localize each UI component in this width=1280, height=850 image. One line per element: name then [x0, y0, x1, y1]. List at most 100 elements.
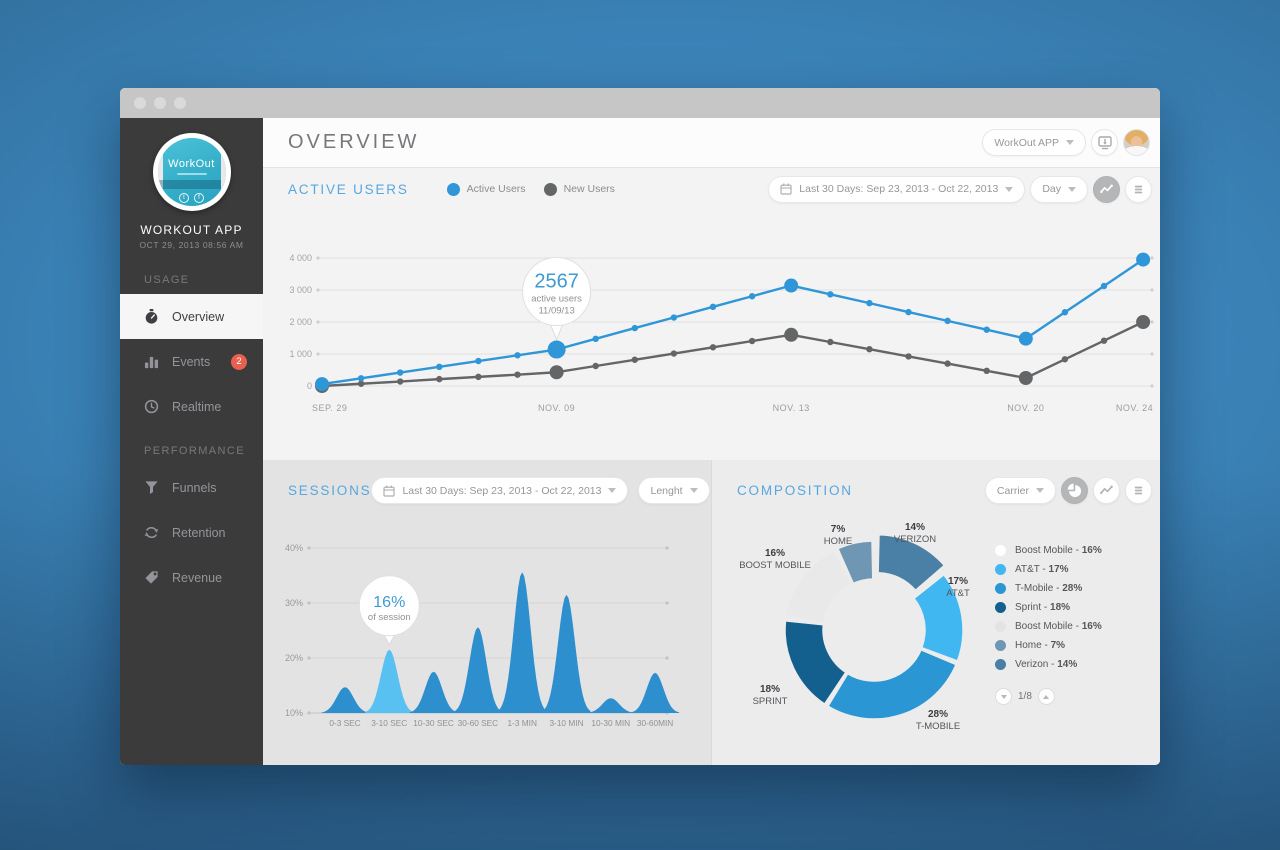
- app-selector-dropdown[interactable]: WorkOut APP: [982, 129, 1086, 156]
- composition-donut-chart[interactable]: 14%VERIZON 17%AT&T 28%T-MOBILE 18%SPRINT 16%…: [712, 506, 1160, 764]
- sidebar-item-retention[interactable]: Retention: [120, 510, 263, 555]
- legend-label: Verizon - 14%: [1015, 659, 1078, 670]
- app-selector-label: WorkOut APP: [994, 136, 1059, 149]
- svg-text:14%: 14%: [905, 522, 925, 533]
- svg-text:30-60MIN: 30-60MIN: [637, 718, 673, 728]
- sessions-filter-label: Lenght: [650, 484, 683, 497]
- svg-text:SEP. 29: SEP. 29: [312, 403, 347, 413]
- app-logo-screenshot: WorkOut t f: [157, 138, 226, 206]
- sessions-date-range-dropdown[interactable]: Last 30 Days: Sep 23, 2013 - Oct 22, 201…: [371, 477, 629, 504]
- svg-text:2567: 2567: [534, 271, 579, 293]
- svg-text:VERIZON: VERIZON: [894, 534, 936, 545]
- pager-label: 1/8: [1018, 691, 1032, 702]
- svg-text:3 000: 3 000: [289, 285, 312, 295]
- svg-text:40%: 40%: [285, 543, 303, 553]
- sessions-chart[interactable]: 10% 20% 30% 40% 0-3 SEC 3-10 SEC 10-30 SEC 30-6…: [263, 528, 712, 738]
- composition-legend-item[interactable]: Sprint - 18%: [995, 598, 1102, 617]
- events-badge: 2: [231, 353, 247, 370]
- app-profile: WorkOut t f WORKOUT APP OCT 29, 2013 08:…: [120, 118, 263, 250]
- sidebar-item-revenue[interactable]: Revenue: [120, 555, 263, 600]
- composition-legend-item[interactable]: Boost Mobile - 16%: [995, 617, 1102, 636]
- svg-text:16%: 16%: [373, 594, 405, 611]
- sessions-filter-dropdown[interactable]: Lenght: [638, 477, 710, 504]
- svg-text:3-10 SEC: 3-10 SEC: [371, 718, 407, 728]
- date-range-dropdown[interactable]: Last 30 Days: Sep 23, 2013 - Oct 22, 201…: [768, 175, 1026, 203]
- pager-up-button[interactable]: [1037, 688, 1055, 705]
- legend-label: AT&T - 17%: [1015, 564, 1069, 575]
- composition-line-view-button[interactable]: [1093, 477, 1120, 504]
- send-to-device-button[interactable]: [1091, 129, 1118, 156]
- legend-label: Sprint - 18%: [1015, 602, 1071, 613]
- composition-legend-item[interactable]: AT&T - 17%: [995, 560, 1102, 579]
- svg-text:1-3 MIN: 1-3 MIN: [507, 718, 537, 728]
- sidebar-item-overview[interactable]: Overview: [120, 294, 263, 339]
- svg-text:2 000: 2 000: [289, 317, 312, 327]
- legend-item-new-users[interactable]: New Users: [543, 182, 615, 196]
- svg-text:10-30 SEC: 10-30 SEC: [413, 718, 454, 728]
- pie-view-button[interactable]: [1061, 477, 1088, 504]
- window-control-dot[interactable]: [174, 97, 186, 109]
- funnel-icon: [145, 481, 158, 495]
- legend-label: Active Users: [466, 183, 526, 195]
- composition-section: COMPOSITION Carrier: [712, 460, 1160, 765]
- sidebar-item-label: Events: [172, 354, 211, 369]
- sidebar-item-realtime[interactable]: Realtime: [120, 384, 263, 429]
- legend-dot: [995, 659, 1006, 670]
- main-header: OVERVIEW WorkOut APP: [263, 118, 1160, 168]
- hamburger-icon: [1134, 185, 1143, 193]
- legend-dot: [995, 564, 1006, 575]
- composition-legend-item[interactable]: Verizon - 14%: [995, 655, 1102, 674]
- list-view-button[interactable]: [1125, 175, 1152, 203]
- sidebar-item-label: Funnels: [172, 480, 217, 495]
- window-titlebar: [120, 88, 1160, 118]
- svg-text:10%: 10%: [285, 708, 303, 718]
- svg-text:1 000: 1 000: [289, 349, 312, 359]
- composition-list-view-button[interactable]: [1125, 477, 1152, 504]
- active-users-chart[interactable]: 0 1 000 2 000 3 000 4 000 SEP. 29 NOV. 09 NOV. …: [288, 240, 1160, 420]
- svg-text:30-60 SEC: 30-60 SEC: [458, 718, 499, 728]
- composition-title: COMPOSITION: [737, 483, 853, 498]
- line-chart-view-button[interactable]: [1093, 175, 1120, 203]
- legend-dot: [995, 583, 1006, 594]
- composition-legend-item[interactable]: Boost Mobile - 16%: [995, 541, 1102, 560]
- legend-dot: [995, 621, 1006, 632]
- composition-filter-label: Carrier: [996, 484, 1029, 497]
- active-users-section: ACTIVE USERS Active Users New Users: [263, 168, 1160, 460]
- calendar-icon: [383, 485, 396, 497]
- svg-text:11/09/13: 11/09/13: [538, 306, 574, 317]
- refresh-icon: [144, 527, 159, 538]
- legend-item-active-users[interactable]: Active Users: [446, 182, 526, 196]
- logo-app-title: WorkOut: [168, 158, 215, 170]
- legend-label: Boost Mobile - 16%: [1015, 621, 1102, 632]
- granularity-dropdown[interactable]: Day: [1030, 175, 1088, 203]
- svg-text:28%: 28%: [928, 709, 948, 720]
- sidebar-item-events[interactable]: Events 2: [120, 339, 263, 384]
- sidebar-section-performance: PERFORMANCE: [144, 445, 245, 457]
- legend-dot: [995, 640, 1006, 651]
- svg-text:NOV. 24: NOV. 24: [1116, 403, 1153, 413]
- window-control-dot[interactable]: [134, 97, 146, 109]
- window-control-dot[interactable]: [154, 97, 166, 109]
- chevron-down-icon: [1068, 186, 1076, 192]
- chevron-down-icon: [1005, 186, 1014, 192]
- sidebar: WorkOut t f WORKOUT APP OCT 29, 2013 08:…: [120, 118, 263, 765]
- date-range-label: Last 30 Days: Sep 23, 2013 - Oct 22, 201…: [799, 183, 999, 195]
- twitter-icon: t: [179, 193, 189, 203]
- sidebar-section-usage: USAGE: [144, 274, 190, 286]
- sidebar-item-funnels[interactable]: Funnels: [120, 465, 263, 510]
- composition-filter-dropdown[interactable]: Carrier: [984, 477, 1056, 504]
- svg-text:NOV. 20: NOV. 20: [1007, 403, 1044, 413]
- trend-line-icon: [1100, 184, 1113, 193]
- composition-legend-item[interactable]: Home - 7%: [995, 636, 1102, 655]
- svg-text:20%: 20%: [285, 653, 303, 663]
- svg-text:10-30 MIN: 10-30 MIN: [591, 718, 630, 728]
- sessions-date-range-label: Last 30 Days: Sep 23, 2013 - Oct 22, 201…: [402, 484, 602, 497]
- composition-legend-item[interactable]: T-Mobile - 28%: [995, 579, 1102, 598]
- svg-text:T-MOBILE: T-MOBILE: [916, 721, 960, 732]
- chevron-down-icon: [608, 488, 617, 493]
- chevron-down-icon: [689, 488, 698, 493]
- user-avatar[interactable]: [1123, 129, 1150, 156]
- pager-down-button[interactable]: [995, 688, 1012, 705]
- pie-chart-icon: [1067, 483, 1082, 498]
- svg-text:30%: 30%: [285, 598, 303, 608]
